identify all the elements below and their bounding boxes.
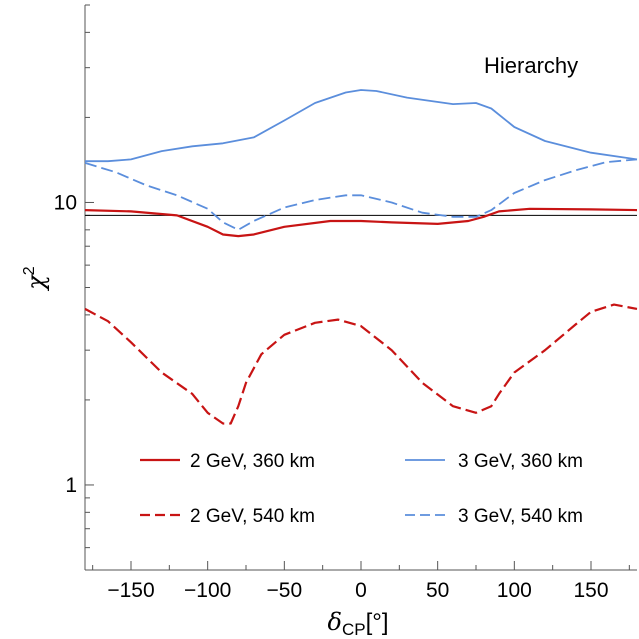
y-axis-title-base: χ [22, 274, 50, 292]
series-line-2-gev-360-km [84, 207, 638, 238]
x-tick-label: −100 [184, 579, 231, 602]
y-axis-title: χ2 [21, 266, 50, 292]
x-tick-label: −50 [267, 579, 303, 602]
x-axis-title: δCP[°] [327, 608, 388, 639]
annotation-hierarchy: Hierarchy [484, 53, 578, 78]
x-axis-title-subscript: CP [342, 620, 366, 639]
legend-label: 3 GeV, 360 km [458, 451, 583, 472]
y-tick-label: 1 [65, 474, 77, 497]
x-tick-label: 50 [426, 579, 449, 602]
x-tick-label: 100 [497, 579, 532, 602]
y-tick-label: 10 [54, 191, 77, 214]
series-lines [84, 89, 638, 425]
legend: 2 GeV, 360 km 2 GeV, 540 km 3 GeV, 360 km 3… [140, 451, 583, 527]
legend-label: 2 GeV, 540 km [190, 506, 315, 527]
x-tick-label: 150 [573, 579, 608, 602]
axis-ticks: −150 −100 −50 0 50 100 150 1 10 [54, 4, 630, 602]
series-line-3-gev-540-km [84, 158, 638, 231]
y-axis-title-superscript: 2 [21, 266, 38, 275]
series-line-3-gev-360-km [85, 89, 638, 163]
x-tick-label: −150 [107, 579, 154, 602]
x-axis-title-base: δ [327, 608, 341, 636]
x-tick-label: 0 [355, 579, 367, 602]
legend-label: 3 GeV, 540 km [458, 506, 583, 527]
x-axis-title-unit: [°] [366, 609, 389, 636]
series-line-2-gev-540-km [84, 303, 638, 425]
legend-label: 2 GeV, 360 km [190, 451, 315, 472]
